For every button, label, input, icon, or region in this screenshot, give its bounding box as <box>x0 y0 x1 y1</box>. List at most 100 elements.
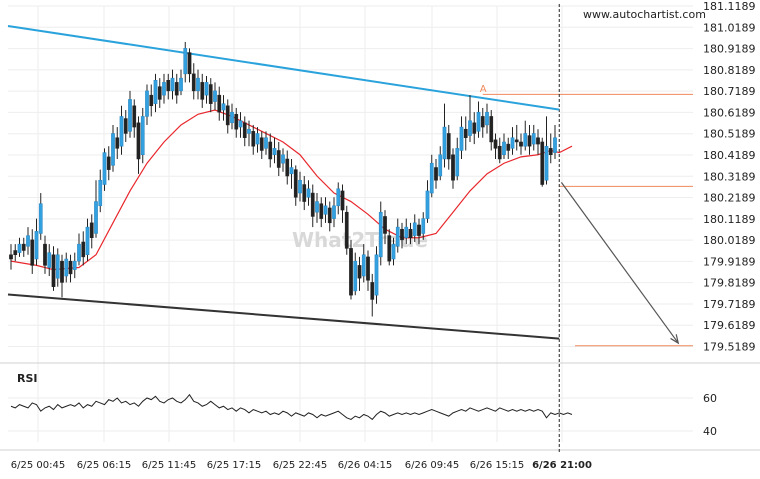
time-tick-label: 6/25 00:45 <box>11 460 65 471</box>
candle-body <box>285 158 290 177</box>
candle-body <box>417 224 421 236</box>
time-tick-label: 6/25 06:15 <box>77 460 131 471</box>
candle-body <box>289 167 294 175</box>
time-tick-label: 6/26 21:00 <box>532 460 592 471</box>
forecast-arrow-line <box>560 182 679 344</box>
candle-body <box>421 218 426 234</box>
candle-body <box>485 111 489 126</box>
time-tick-label: 6/26 15:15 <box>470 460 524 471</box>
forecast-arrow-head <box>670 334 680 345</box>
candle-body <box>204 82 209 96</box>
candle-body <box>34 231 39 260</box>
candle-body <box>366 256 370 281</box>
candle-body <box>166 80 171 92</box>
candle-body <box>536 137 540 145</box>
candle-body <box>502 141 506 155</box>
candle-body <box>531 133 536 145</box>
candles-layer <box>9 41 557 317</box>
candle-body <box>361 254 366 277</box>
candle-body <box>548 148 553 155</box>
point-a-label: A <box>480 84 487 95</box>
candle-body <box>43 243 47 266</box>
candle-body <box>230 111 234 124</box>
price-tick-label: 179.7189 <box>703 298 756 311</box>
price-tick-label: 179.6189 <box>703 319 756 332</box>
candle-body <box>183 48 188 75</box>
candle-body <box>438 154 443 177</box>
candle-body <box>21 243 26 251</box>
candle-body <box>38 203 43 234</box>
candle-body <box>77 243 81 262</box>
candle-body <box>374 254 379 296</box>
candle-body <box>412 222 417 236</box>
price-tick-label: 180.0189 <box>703 234 756 247</box>
candle-body <box>344 211 349 249</box>
candle-body <box>463 128 468 138</box>
candle-body <box>315 201 319 213</box>
candle-body <box>302 184 307 202</box>
candle-body <box>383 216 387 234</box>
price-tick-label: 180.2189 <box>703 192 756 205</box>
price-tick-label: 181.0189 <box>703 21 756 34</box>
candle-body <box>72 260 77 270</box>
candle-body <box>400 228 404 241</box>
candle-body <box>17 243 22 253</box>
candle-body <box>276 150 281 168</box>
support-trendline <box>7 293 560 340</box>
candle-body <box>94 201 98 234</box>
candle-body <box>64 258 69 277</box>
candle-body <box>391 243 396 260</box>
candle-body <box>497 145 502 160</box>
candle-body <box>387 235 392 262</box>
candle-body <box>310 192 315 217</box>
candle-body <box>429 162 434 194</box>
candle-body <box>489 116 494 143</box>
candle-body <box>506 143 511 151</box>
candle-body <box>60 260 64 283</box>
price-tick-label: 180.1189 <box>703 213 756 226</box>
candle-body <box>480 116 485 128</box>
candle-body <box>179 77 183 92</box>
candle-body <box>51 254 56 287</box>
time-tick-label: 6/25 22:45 <box>273 460 327 471</box>
candle-body <box>395 226 400 247</box>
price-axis: 181.1189 181.0189 180.9189 180.8189 180.7189… <box>703 0 756 354</box>
candle-body <box>170 77 175 92</box>
candle-body <box>370 282 375 300</box>
price-tick-label: 180.9189 <box>703 43 756 56</box>
rsi-panel: RSI 60 40 <box>8 372 717 438</box>
candle-body <box>336 188 341 207</box>
trend-lines <box>7 24 560 340</box>
candle-body <box>451 154 455 181</box>
candle-body <box>13 250 18 256</box>
candle-body <box>123 118 128 134</box>
candle-body <box>425 190 430 219</box>
candle-body <box>255 133 260 145</box>
candle-body <box>98 180 103 207</box>
candle-body <box>149 94 154 107</box>
moving-average-line <box>10 109 573 271</box>
candle-body <box>259 137 264 151</box>
price-tick-label: 180.6189 <box>703 106 756 119</box>
candle-body <box>47 252 52 268</box>
candle-body <box>136 122 141 160</box>
candle-body <box>349 248 353 296</box>
candle-body <box>553 137 557 153</box>
candle-body <box>306 188 311 198</box>
candle-body <box>523 133 528 147</box>
candle-body <box>272 148 277 155</box>
candle-body <box>268 141 273 160</box>
candle-body <box>446 133 451 160</box>
candle-body <box>30 239 35 266</box>
candle-body <box>221 103 226 111</box>
candle-body <box>102 152 107 185</box>
candle-body <box>514 139 519 143</box>
candle-body <box>510 137 515 149</box>
candle-body <box>353 260 358 292</box>
candle-body <box>85 226 90 256</box>
candle-body <box>26 235 30 247</box>
candle-body <box>157 86 162 100</box>
candle-body <box>527 135 532 147</box>
candle-body <box>493 139 498 149</box>
